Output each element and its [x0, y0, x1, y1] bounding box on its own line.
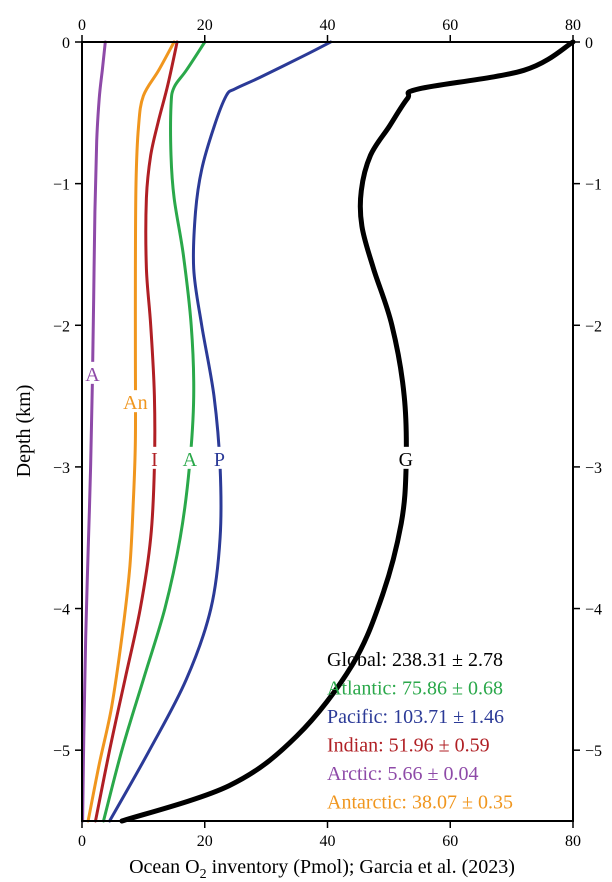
y-tick-label-left: 0 [62, 35, 70, 52]
curve-label-bg-antarctic [122, 390, 149, 413]
y-tick-label-left: −4 [53, 602, 70, 619]
x-tick-label-bottom: 80 [565, 833, 581, 850]
curves-layer [81, 39, 576, 824]
y-tick-label-right: 0 [585, 35, 593, 52]
curve-label-bg-pacific [211, 446, 227, 469]
legend-entry-antarctic: Antarctic: 38.07 ± 0.35 [327, 792, 513, 814]
legend-entry-indian: Indian: 51.96 ± 0.59 [327, 735, 490, 757]
legend-entry-pacific: Pacific: 103.71 ± 1.46 [327, 706, 504, 728]
series-line-atlantic [102, 40, 207, 823]
y-tick-label-right: −3 [585, 460, 602, 477]
x-tick-label-bottom: 20 [197, 833, 213, 850]
x-axis-title: Ocean O2 inventory (Pmol); Garcia et al.… [129, 856, 515, 882]
curve-label-bg-atlantic [182, 446, 198, 469]
curve-label-bg-global [398, 446, 414, 469]
curve-label-atlantic: A [183, 449, 198, 471]
y-tick-label-right: −1 [585, 177, 602, 194]
series-line-indian [94, 40, 179, 823]
legend-entry-arctic: Arctic: 5.66 ± 0.04 [327, 763, 479, 785]
y-axis-title: Depth (km) [13, 385, 35, 478]
curve-label-bg-indian [146, 446, 162, 469]
curve-label-indian: I [151, 449, 158, 471]
y-tick-label-right: −5 [585, 743, 602, 760]
y-tick-label-left: −2 [53, 318, 70, 335]
x-tick-label-bottom: 40 [320, 833, 336, 850]
x-axis-title-subscript: 2 [200, 867, 207, 882]
y-tick-label-left: −3 [53, 460, 70, 477]
x-tick-label-top: 60 [442, 17, 458, 34]
y-tick-label-right: −4 [585, 602, 602, 619]
curve-label-bg-arctic [85, 361, 101, 384]
y-tick-label-left: −1 [53, 177, 70, 194]
legend-entry-atlantic: Atlantic: 75.86 ± 0.68 [327, 678, 503, 700]
series-line-arctic [81, 40, 107, 823]
curve-label-antarctic: An [123, 392, 147, 414]
series-line-global [119, 39, 576, 824]
y-tick-label-left: −5 [53, 743, 70, 760]
x-tick-label-bottom: 0 [78, 833, 86, 850]
x-tick-label-top: 20 [197, 17, 213, 34]
curve-label-arctic: A [85, 364, 100, 386]
series-line-antarctic [86, 40, 176, 823]
x-tick-label-top: 80 [565, 17, 581, 34]
series-line-pacific [108, 40, 333, 823]
x-tick-label-bottom: 60 [442, 833, 458, 850]
x-tick-label-top: 0 [78, 17, 86, 34]
y-tick-label-right: −2 [585, 318, 602, 335]
curve-label-pacific: P [214, 449, 225, 471]
x-axis-title-main: Ocean O [129, 856, 200, 878]
x-tick-label-top: 40 [320, 17, 336, 34]
x-axis-title-rest: inventory (Pmol); Garcia et al. (2023) [207, 856, 515, 878]
legend-entry-global: Global: 238.31 ± 2.78 [327, 649, 503, 671]
curve-label-global: G [399, 449, 413, 471]
legend: Global: 238.31 ± 2.78 Atlantic: 75.86 ± 0… [327, 649, 513, 814]
